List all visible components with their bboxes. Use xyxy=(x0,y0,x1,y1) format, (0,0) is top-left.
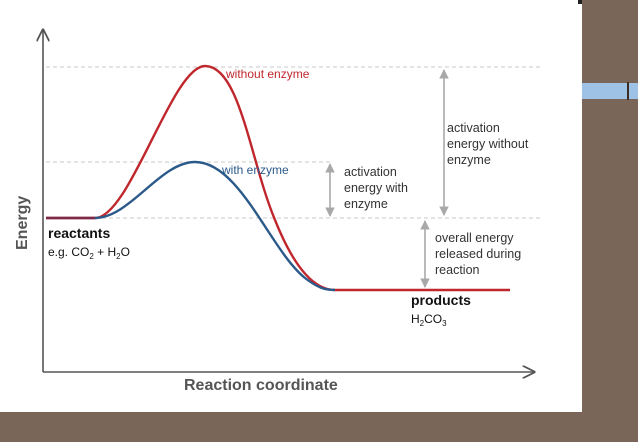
bottom-frame xyxy=(0,412,638,442)
annotation-activation-with-enzyme: activation energy with enzyme xyxy=(344,165,411,211)
accent-bar xyxy=(582,83,638,99)
curve-without-enzyme xyxy=(46,64,510,292)
energy-diagram: Energy Reaction coordinate without enzym… xyxy=(14,0,540,394)
curve-with-enzyme xyxy=(94,160,336,292)
products-title: products xyxy=(411,292,471,308)
annotation-overall-energy: overall energy released during reaction xyxy=(435,231,525,277)
x-axis-label: Reaction coordinate xyxy=(184,377,338,394)
corner-mark xyxy=(578,0,582,4)
products-formula: H2CO3 xyxy=(411,312,447,328)
reactants-title: reactants xyxy=(48,225,110,241)
y-axis-label: Energy xyxy=(14,196,31,250)
accent-bar-mark xyxy=(627,82,629,100)
label-without-enzyme: without enzyme xyxy=(225,67,310,81)
slide-canvas xyxy=(0,0,582,412)
label-with-enzyme: with enzyme xyxy=(221,163,289,177)
annotation-activation-without-enzyme: activation energy without enzyme xyxy=(447,121,532,167)
reactants-formula: e.g. CO2 + H2O xyxy=(48,245,130,261)
